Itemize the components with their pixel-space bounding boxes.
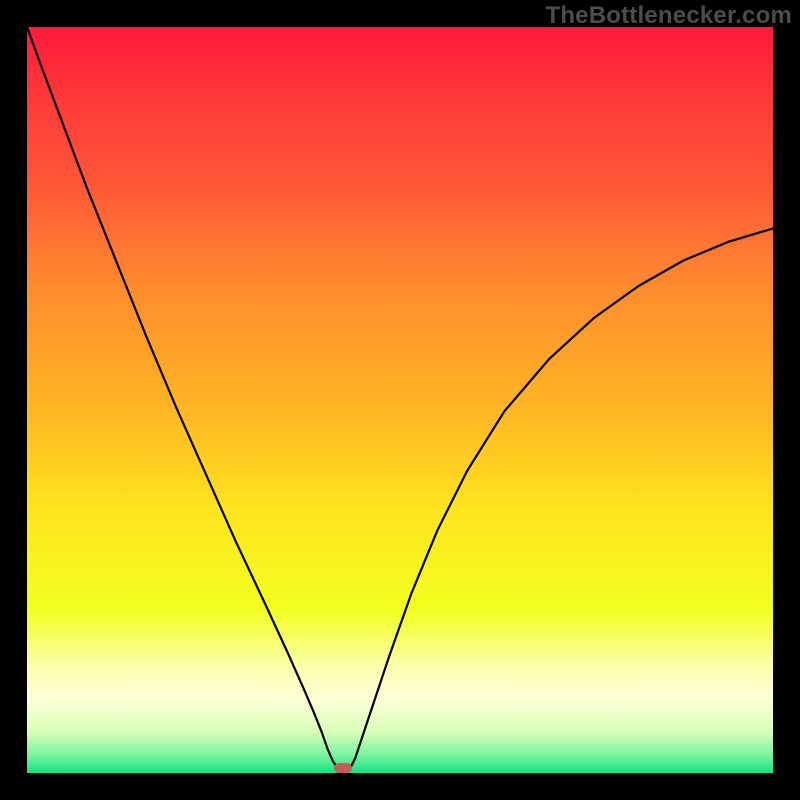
watermark-text: TheBottlenecker.com <box>545 2 792 30</box>
chart-stage: TheBottlenecker.com <box>0 0 800 800</box>
minimum-marker <box>334 763 352 773</box>
curve-layer <box>27 27 773 773</box>
plot-area <box>27 27 773 773</box>
